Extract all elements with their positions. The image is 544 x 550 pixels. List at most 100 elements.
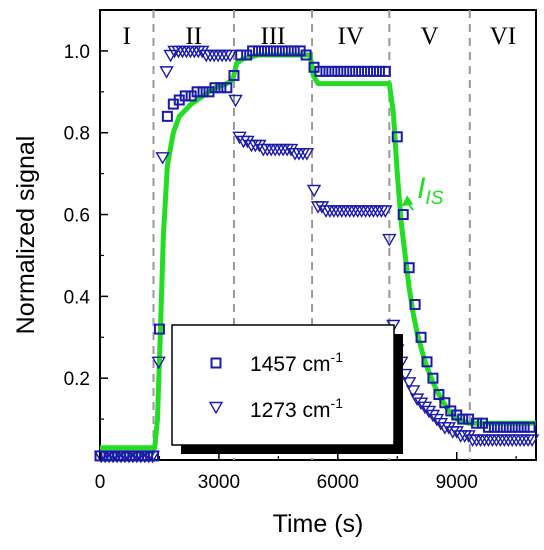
legend-superscript: -1	[331, 395, 344, 411]
iis-series-line	[100, 52, 536, 451]
point-1273	[382, 233, 397, 247]
point-1457	[235, 49, 247, 61]
x-tick-label: 0	[95, 472, 106, 493]
point-1273	[409, 393, 425, 407]
point-1457	[482, 421, 494, 433]
point-1273	[401, 377, 417, 390]
annotation-label: IIS	[417, 172, 444, 209]
y-tick-label: 0.2	[64, 369, 90, 390]
point-1457	[518, 421, 530, 433]
point-1457	[373, 65, 385, 77]
point-1457	[427, 372, 439, 384]
x-tick-label: 9000	[436, 472, 478, 493]
annotation-arrowhead	[401, 195, 414, 207]
point-1457	[362, 65, 374, 77]
y-axis-label: Normalized signal	[12, 136, 40, 335]
point-1273	[222, 49, 238, 63]
point-1457	[326, 65, 338, 77]
point-1457	[100, 450, 112, 462]
point-1457	[247, 45, 259, 57]
point-1457	[179, 90, 191, 102]
point-1457	[397, 209, 409, 221]
point-1457	[136, 450, 148, 462]
y-tick-label: 0.8	[64, 124, 90, 145]
y-tick-label: 1.0	[64, 42, 90, 63]
region-label-ii: II	[185, 23, 202, 50]
point-1457	[282, 45, 294, 57]
point-1457	[433, 389, 445, 401]
point-1457	[512, 421, 524, 433]
point-1457	[500, 421, 512, 433]
point-1457	[130, 450, 142, 462]
legend-box	[171, 324, 395, 446]
legend-label-2: 1273 cm-1	[250, 395, 343, 422]
point-1457	[288, 45, 300, 57]
point-1457	[471, 417, 483, 429]
point-1457	[488, 421, 500, 433]
legend: 1457 cm-1 1273 cm-1	[171, 324, 403, 454]
point-1457	[209, 82, 221, 94]
legend-marker-triangle	[208, 401, 224, 415]
region-label-vi: VI	[490, 23, 516, 50]
point-1273	[417, 401, 433, 415]
region-label-i: I	[123, 23, 131, 50]
point-1457	[94, 450, 106, 462]
point-1457	[379, 65, 391, 77]
point-1457	[118, 450, 130, 462]
point-1457	[409, 299, 421, 311]
iis-annotation: IIS	[401, 172, 444, 211]
point-1457	[344, 65, 356, 77]
point-1457	[228, 69, 240, 81]
y-axis: 0.2 0.4 0.6 0.8 1.0	[64, 9, 108, 420]
point-1457	[124, 450, 136, 462]
point-1457	[415, 331, 427, 343]
point-1273	[413, 397, 429, 411]
point-1457	[457, 413, 469, 425]
point-1273	[524, 434, 540, 447]
point-1457	[148, 450, 160, 462]
point-1457	[258, 45, 270, 57]
region-label-iv: IV	[338, 23, 364, 50]
point-1273	[155, 152, 170, 165]
point-1457	[264, 45, 276, 57]
point-1273	[306, 184, 322, 198]
point-1457	[439, 397, 451, 409]
point-1457	[367, 65, 379, 77]
point-1457	[338, 65, 350, 77]
point-1273	[405, 385, 421, 398]
point-1457	[350, 65, 362, 77]
point-1457	[221, 82, 233, 94]
region-labels: I II III IV V VI	[123, 23, 517, 50]
point-1273	[228, 94, 243, 108]
plot-frame	[99, 9, 537, 461]
point-1273	[429, 413, 445, 427]
point-1457	[215, 82, 227, 94]
series-iis	[100, 52, 536, 451]
series-markers	[93, 45, 540, 464]
x-tick-label: 3000	[198, 472, 240, 493]
annotation-subscript: IS	[425, 188, 443, 209]
legend-marker-square	[210, 357, 222, 369]
point-1457	[197, 86, 209, 98]
point-1457	[332, 65, 344, 77]
point-1457	[356, 65, 368, 77]
point-1457	[191, 86, 203, 98]
point-1457	[300, 49, 312, 61]
point-1457	[314, 65, 326, 77]
point-1457	[270, 45, 282, 57]
y-tick-label: 0.6	[64, 206, 90, 227]
point-1457	[161, 110, 173, 122]
x-axis-label: Time (s)	[273, 510, 364, 538]
point-1457	[506, 421, 518, 433]
point-1457	[403, 262, 415, 274]
point-1457	[421, 356, 433, 368]
legend-superscript: -1	[331, 349, 344, 365]
point-1273	[151, 356, 166, 370]
y-tick-label: 0.4	[64, 287, 91, 308]
point-1457	[276, 45, 288, 57]
point-1457	[494, 421, 506, 433]
point-1457	[253, 45, 265, 57]
point-1457	[153, 323, 165, 335]
